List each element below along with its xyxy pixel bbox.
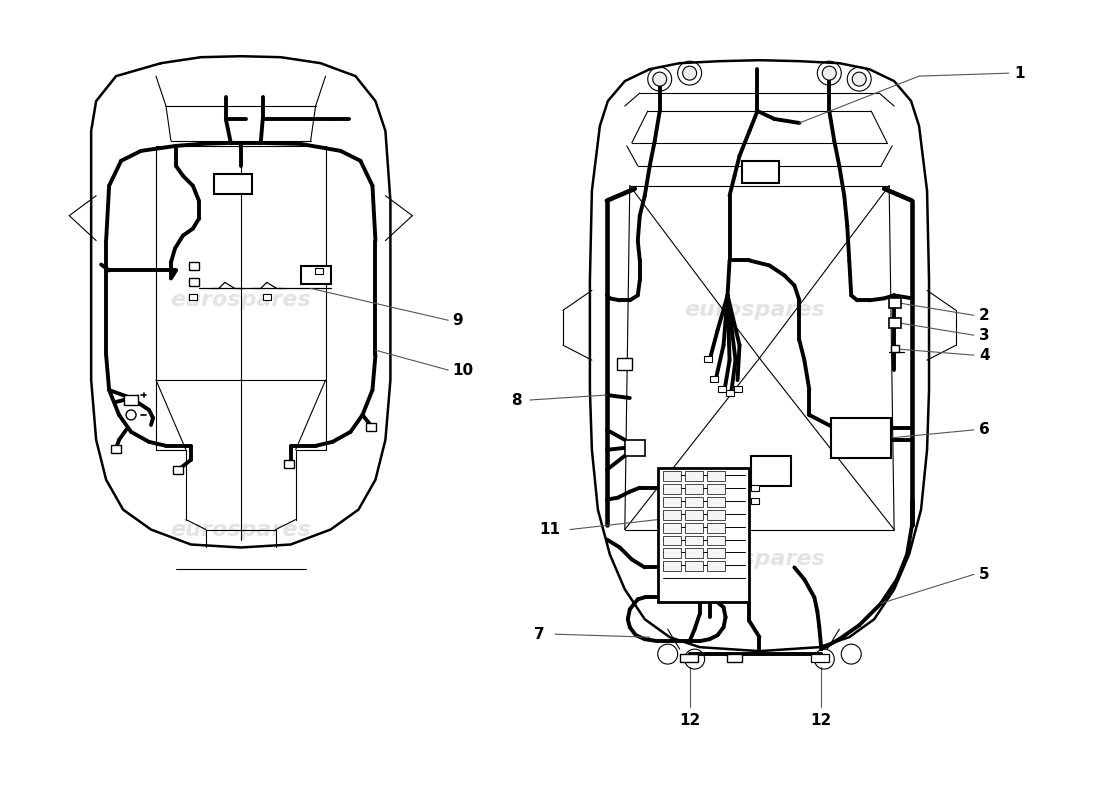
Text: 1: 1: [1014, 66, 1024, 81]
Bar: [662, 522, 681, 533]
Bar: [684, 562, 703, 571]
Bar: [684, 535, 703, 546]
Bar: [891, 345, 899, 352]
Bar: [812, 654, 829, 662]
Bar: [684, 497, 703, 506]
Bar: [734, 386, 741, 392]
Bar: [684, 549, 703, 558]
Bar: [706, 522, 725, 533]
Text: eurospares: eurospares: [684, 300, 825, 320]
Bar: [751, 498, 759, 504]
Bar: [662, 510, 681, 519]
Circle shape: [852, 72, 866, 86]
Bar: [889, 298, 901, 308]
Bar: [684, 522, 703, 533]
Text: 8: 8: [512, 393, 522, 407]
Bar: [706, 470, 725, 481]
Bar: [680, 654, 697, 662]
Text: 11: 11: [539, 522, 560, 537]
Bar: [706, 549, 725, 558]
Bar: [189, 278, 199, 286]
Bar: [173, 466, 183, 474]
Bar: [727, 654, 741, 662]
Bar: [315, 269, 322, 274]
Bar: [751, 456, 791, 486]
Bar: [617, 358, 631, 370]
Bar: [706, 484, 725, 494]
Text: 12: 12: [679, 714, 701, 728]
Bar: [300, 266, 331, 285]
Text: 3: 3: [979, 328, 990, 342]
Bar: [751, 485, 759, 490]
Circle shape: [683, 66, 696, 80]
Circle shape: [652, 72, 667, 86]
Bar: [189, 294, 197, 300]
Bar: [662, 535, 681, 546]
Text: eurospares: eurospares: [170, 519, 311, 539]
Bar: [706, 562, 725, 571]
Circle shape: [823, 66, 836, 80]
Text: eurospares: eurospares: [684, 550, 825, 570]
Bar: [263, 294, 271, 300]
Bar: [124, 395, 138, 405]
Text: 7: 7: [535, 626, 544, 642]
Text: 10: 10: [452, 362, 473, 378]
Bar: [213, 174, 252, 194]
Bar: [658, 468, 749, 602]
Bar: [706, 535, 725, 546]
Text: 12: 12: [811, 714, 832, 728]
Bar: [111, 445, 121, 453]
Text: 5: 5: [979, 567, 990, 582]
Text: eurospares: eurospares: [170, 290, 311, 310]
Bar: [741, 161, 780, 182]
Bar: [706, 497, 725, 506]
Bar: [625, 440, 645, 456]
Text: 2: 2: [979, 308, 990, 322]
Text: 9: 9: [452, 313, 463, 328]
Bar: [662, 562, 681, 571]
Text: 6: 6: [979, 422, 990, 438]
Bar: [684, 510, 703, 519]
Bar: [684, 484, 703, 494]
Bar: [706, 510, 725, 519]
Bar: [684, 470, 703, 481]
Bar: [662, 497, 681, 506]
Bar: [889, 318, 901, 328]
Bar: [662, 470, 681, 481]
Bar: [189, 262, 199, 270]
Bar: [366, 423, 376, 431]
Bar: [726, 390, 734, 396]
Bar: [704, 356, 712, 362]
Text: 4: 4: [979, 348, 990, 362]
Bar: [662, 484, 681, 494]
Bar: [710, 376, 717, 382]
Bar: [284, 460, 294, 468]
Bar: [717, 386, 726, 392]
Bar: [662, 549, 681, 558]
Bar: [832, 418, 891, 458]
